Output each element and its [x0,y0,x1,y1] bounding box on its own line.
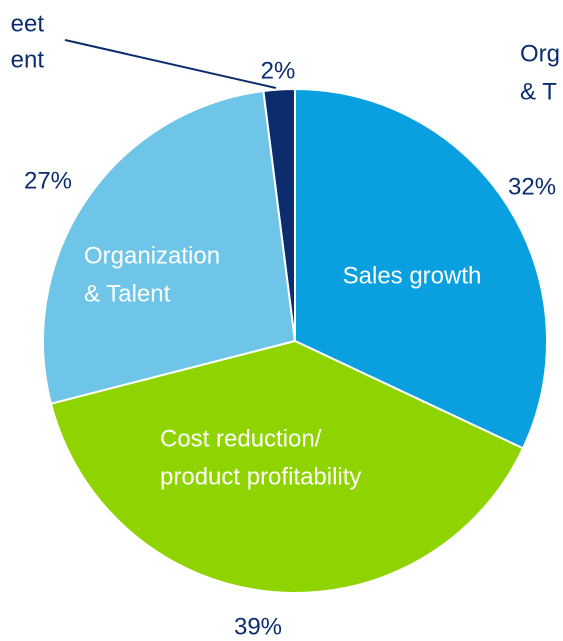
slice-label: Cost reduction/ [160,425,322,452]
pie-slice [262,87,296,342]
slice-label: product profitability [160,463,361,490]
leader-line [64,39,277,89]
value-label: 32% [508,173,556,200]
value-label: 39% [234,613,282,640]
pie-slice [49,339,525,594]
annotation: & T [520,78,557,105]
value-label: 27% [24,167,72,194]
slice-label: Organization [84,242,220,269]
annotation: Org [520,40,560,67]
slice-label: Sales growth [343,262,482,289]
pie-slice [294,87,548,450]
slice-label: & Talent [84,280,171,307]
value-label: 2% [261,57,296,84]
pie-slice [42,89,297,405]
slice-label: ent [11,46,45,73]
slice-label: eet [11,10,45,37]
